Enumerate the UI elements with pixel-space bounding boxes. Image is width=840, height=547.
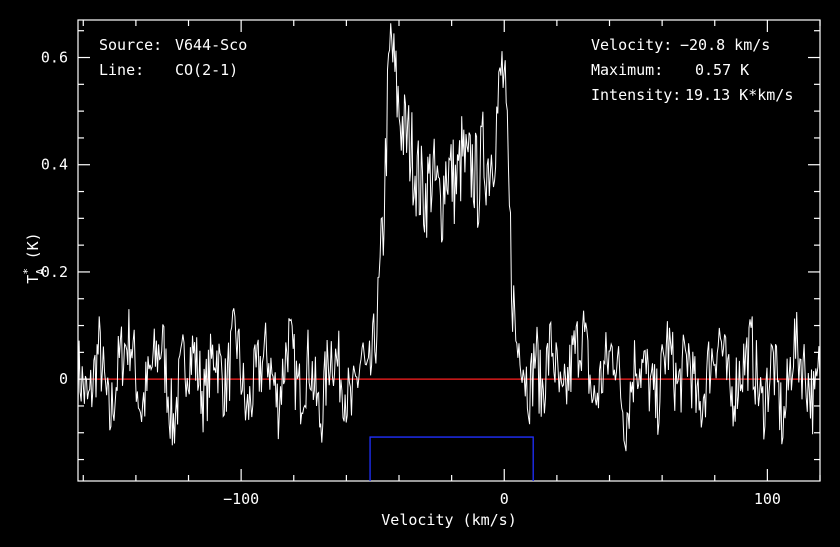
plot-frame-rect xyxy=(77,19,821,482)
integration-window xyxy=(369,436,534,481)
source-label: Source: xyxy=(99,36,162,54)
source-value: V644-Sco xyxy=(175,36,247,54)
axis-ticks: −100 0 100 0 0.2 0.4 0.6 xyxy=(41,20,821,508)
fit-info: Velocity: −20.8 km/s Maximum: 0.57 K Int… xyxy=(591,36,793,104)
velocity-label: Velocity: xyxy=(591,36,672,54)
y-tick-label: 0 xyxy=(59,370,68,388)
line-value: CO(2-1) xyxy=(175,61,238,79)
intensity-label: Intensity: xyxy=(591,86,681,104)
intensity-value: 19.13 K*km/s xyxy=(685,86,793,104)
x-tick-label: −100 xyxy=(223,490,259,508)
integration-window-box xyxy=(369,436,534,481)
y-tick-label: 0.6 xyxy=(41,49,68,67)
y-axis-label: T*A (K) xyxy=(21,232,47,283)
x-axis-label: Velocity (km/s) xyxy=(381,511,516,529)
spectrum-series xyxy=(77,23,821,452)
plot-frame xyxy=(77,19,821,482)
y-tick-label: 0.4 xyxy=(41,156,68,174)
velocity-value: −20.8 km/s xyxy=(680,36,770,54)
spectrum-line xyxy=(77,23,821,452)
maximum-value: 0.57 K xyxy=(695,61,749,79)
y-tick-label: 0.2 xyxy=(41,263,68,281)
source-info: Source: V644-Sco Line: CO(2-1) xyxy=(99,36,247,79)
x-tick-label: 0 xyxy=(500,490,509,508)
svg-text:T*A (K): T*A (K) xyxy=(21,232,47,283)
x-tick-label: 100 xyxy=(754,490,781,508)
line-label: Line: xyxy=(99,61,144,79)
maximum-label: Maximum: xyxy=(591,61,663,79)
